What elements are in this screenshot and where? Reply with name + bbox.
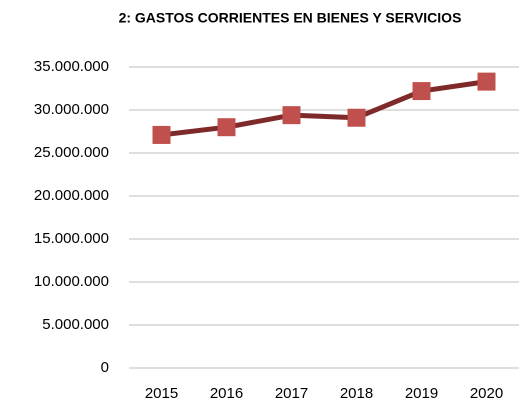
marker [217,118,236,137]
x-tick-label: 2015 [145,385,178,402]
marker [412,82,431,101]
marker [282,106,301,125]
y-tick-label: 25.000.000 [34,144,109,161]
y-tick-label: 5.000.000 [42,316,109,333]
x-tick-label: 2016 [210,385,243,402]
x-tick-label: 2020 [470,385,503,402]
y-tick-label: 35.000.000 [34,58,109,75]
chart-title: 2: GASTOS CORRIENTES EN BIENES Y SERVICI… [119,10,462,26]
y-tick-label: 10.000.000 [34,273,109,290]
marker [152,125,171,144]
x-tick-label: 2017 [275,385,308,402]
y-tick-label: 15.000.000 [34,230,109,247]
line [161,79,487,138]
marker [477,72,496,91]
x-tick-label: 2019 [405,385,438,402]
y-tick-label: 30.000.000 [34,101,109,118]
y-tick-label: 20.000.000 [34,187,109,204]
x-tick-label: 2018 [340,385,373,402]
y-tick-label: 0 [101,359,109,376]
marker [347,108,366,127]
